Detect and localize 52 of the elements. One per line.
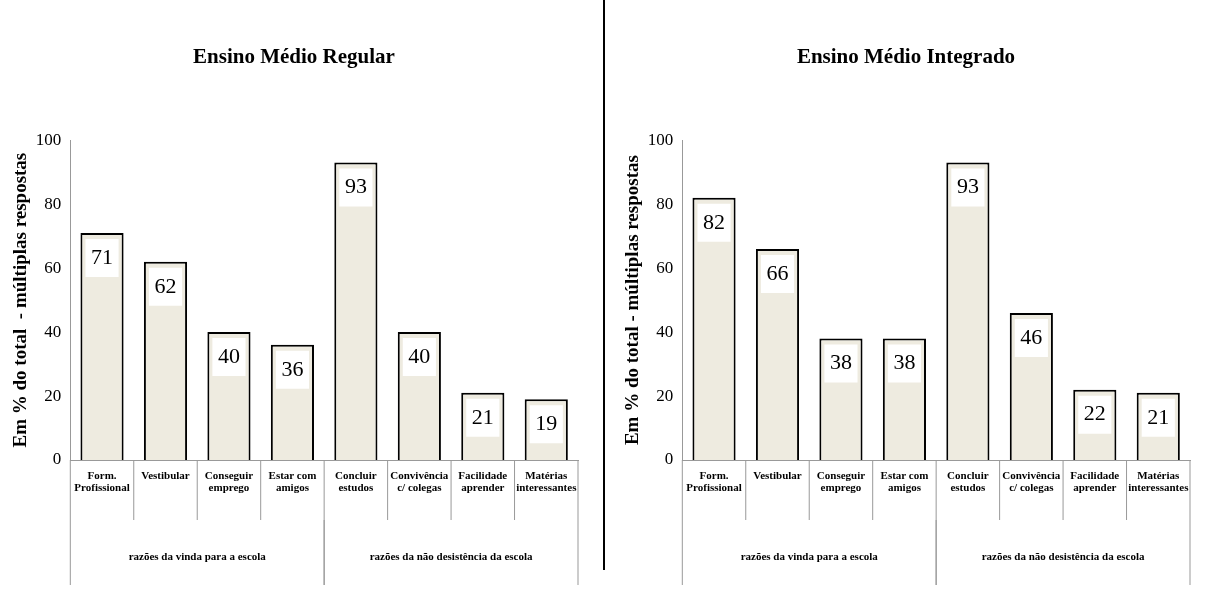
y-tick-label: 0	[664, 449, 674, 469]
x-tick-label: Conseguir emprego	[204, 468, 254, 493]
text: razões da vinda para a escola	[128, 549, 267, 562]
data-label: 38	[893, 349, 916, 375]
x-tick-label: Form. Profissional	[74, 468, 130, 493]
text: razões da não desistência da escola	[369, 549, 533, 562]
y-axis-title: Em % do total - múltiplas respostas	[621, 155, 643, 446]
x-tick-label: Convivência c/ colegas	[390, 468, 449, 493]
x-tick-label: Matérias interessantes	[516, 468, 578, 493]
x-tick-label: Estar com amigos	[880, 468, 929, 493]
y-tick-label: 100	[647, 129, 674, 149]
text: razões da não desistência da escola	[981, 549, 1145, 562]
y-tick-label: 40	[44, 321, 62, 341]
x-tick-label: Convivência c/ colegas	[1002, 468, 1061, 493]
x-tick-label: Vestibular	[141, 468, 190, 481]
y-tick-label: 60	[44, 257, 62, 277]
data-label: 82	[703, 208, 726, 234]
data-label: 40	[408, 342, 431, 368]
data-label: 62	[154, 272, 177, 298]
x-tick-label: Concluir estudos	[947, 468, 989, 493]
data-label: 19	[535, 410, 558, 436]
y-tick-label: 40	[656, 321, 674, 341]
x-tick-label: Facilidade aprender	[458, 468, 508, 493]
y-tick-label: 20	[656, 385, 674, 405]
y-tick-label: 20	[44, 385, 62, 405]
x-tick-label: Matérias interessantes	[1128, 468, 1190, 493]
y-tick-label: 80	[656, 193, 674, 213]
x-tick-label: Vestibular	[753, 468, 802, 481]
y-tick-label: 60	[656, 257, 674, 277]
data-label: 36	[281, 355, 304, 381]
x-tick-label: Conseguir emprego	[816, 468, 866, 493]
chart-title: Ensino Médio Integrado	[796, 44, 1016, 69]
x-tick-label: Facilidade aprender	[1070, 468, 1120, 493]
data-label: 93	[956, 173, 979, 199]
data-label: 46	[1020, 323, 1043, 349]
data-label: 66	[766, 259, 789, 285]
chart-title: Ensino Médio Regular	[193, 44, 395, 69]
x-tick-label: Concluir estudos	[335, 468, 377, 493]
y-tick-label: 100	[35, 129, 62, 149]
data-label: 21	[471, 403, 494, 429]
data-label: 40	[217, 342, 240, 368]
y-tick-label: 80	[44, 193, 62, 213]
y-axis-title: Em % do total - múltiplas respostas	[9, 152, 31, 448]
data-label: 21	[1147, 403, 1170, 429]
x-tick-label: Form. Profissional	[686, 468, 742, 493]
data-label: 38	[829, 349, 852, 375]
x-tick-label: Estar com amigos	[268, 468, 317, 493]
data-label: 93	[344, 173, 367, 199]
data-label: 71	[91, 243, 114, 269]
text: razões da vinda para a escola	[740, 549, 879, 562]
data-label: 22	[1083, 400, 1106, 426]
y-tick-label: 0	[52, 449, 62, 469]
